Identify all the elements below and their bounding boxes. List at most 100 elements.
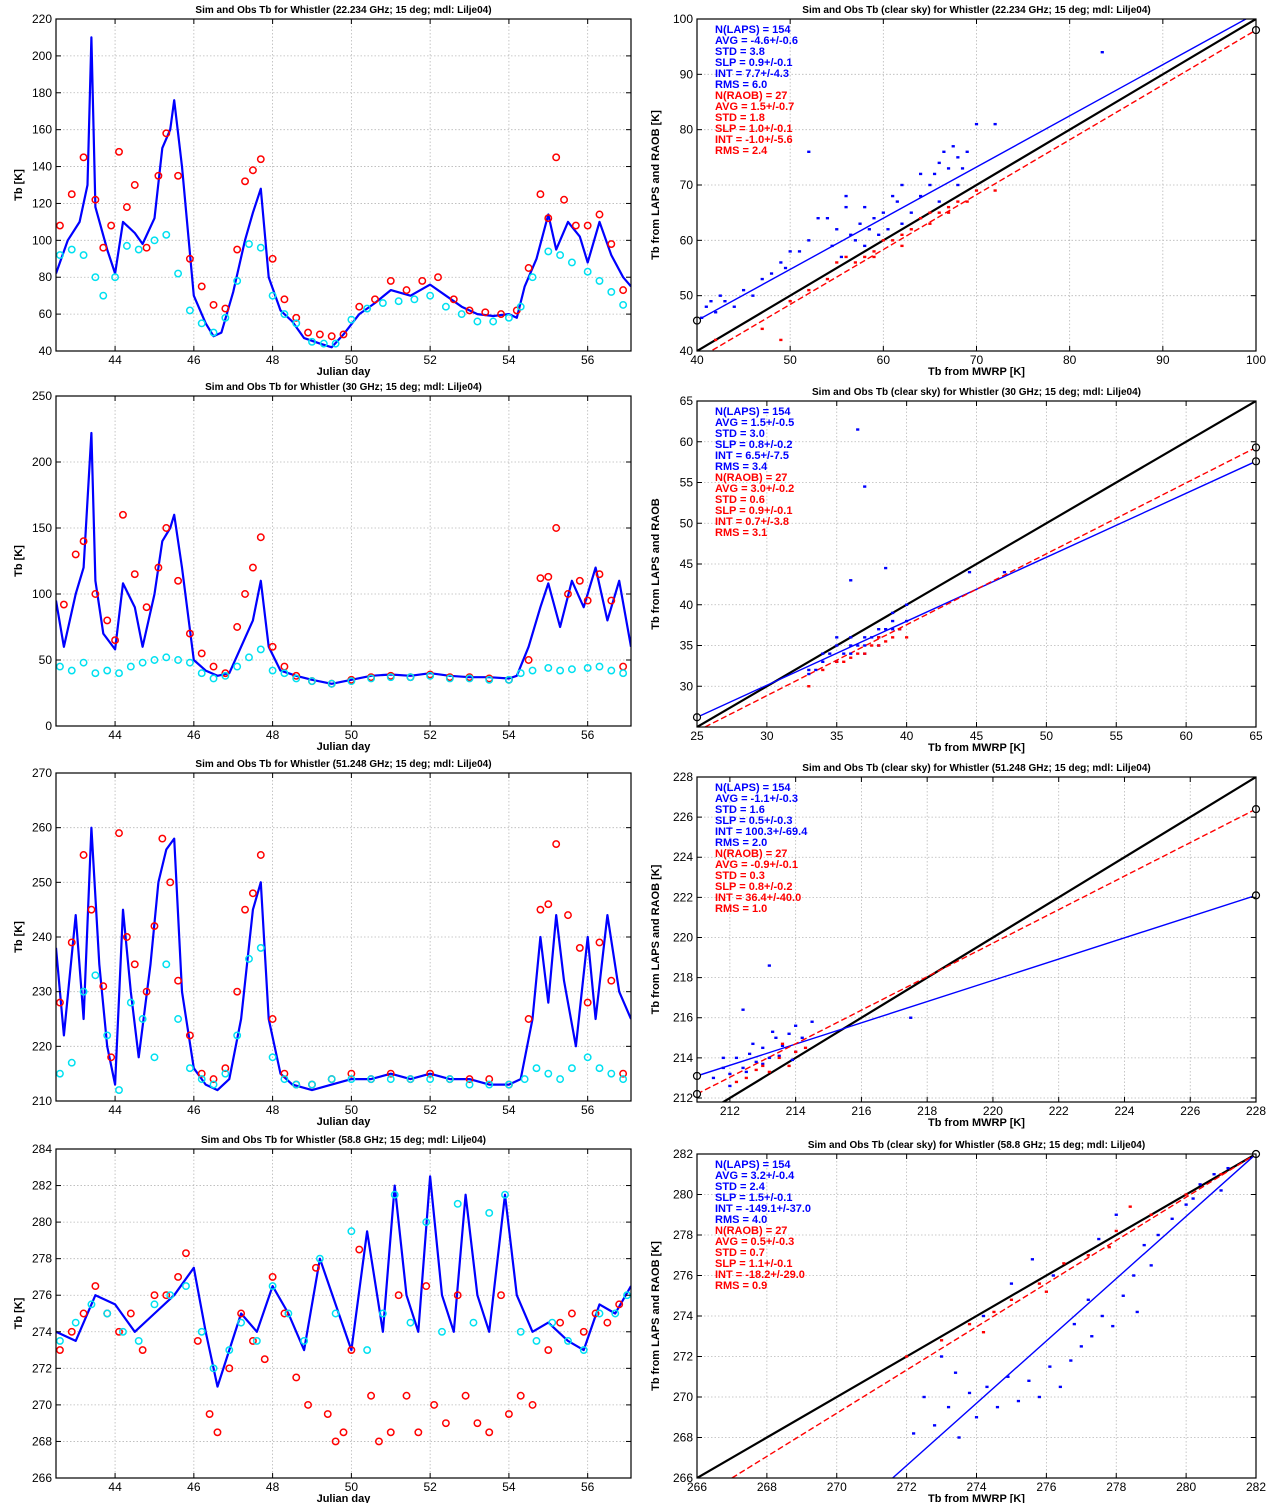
raob-point — [221, 1064, 230, 1073]
obs-point — [347, 1227, 356, 1236]
raob-stat-line: N(RAOB) = 27 — [715, 472, 787, 484]
obs-point — [378, 1309, 387, 1318]
raob-point — [386, 1428, 395, 1437]
raob-point — [872, 250, 876, 253]
laps-point — [704, 305, 708, 308]
raob-point — [788, 300, 792, 303]
laps-point — [723, 300, 727, 303]
raob-point — [107, 1053, 116, 1062]
raob-point — [280, 1069, 289, 1078]
obs-point — [256, 645, 265, 654]
laps-point — [741, 1008, 745, 1011]
raob-fit-line — [703, 446, 1256, 727]
raob-point — [615, 1300, 624, 1309]
raob-stat-line: RMS = 3.1 — [715, 527, 767, 539]
obs-point — [607, 288, 616, 296]
obs-point — [567, 258, 576, 267]
raob-point — [304, 328, 313, 337]
laps-stat-line: INT = 7.7+/-4.3 — [715, 68, 789, 80]
laps-point — [891, 611, 895, 615]
raob-point — [59, 600, 68, 609]
raob-point — [248, 1336, 257, 1345]
obs-point — [528, 666, 537, 675]
laps-point — [967, 1391, 972, 1395]
laps-point — [741, 288, 746, 292]
raob-point — [107, 221, 116, 230]
raob-point — [418, 276, 427, 285]
laps-point — [767, 1056, 771, 1060]
one-to-one-line — [721, 777, 1256, 1102]
laps-point — [937, 200, 941, 203]
laps-point — [714, 311, 718, 314]
laps-point — [807, 668, 811, 672]
raob-point — [607, 240, 616, 248]
obs-point — [245, 240, 253, 248]
obs-point — [611, 1309, 620, 1318]
raob-point — [881, 239, 885, 242]
raob-point — [1107, 1245, 1111, 1249]
obs-point — [91, 971, 100, 980]
y-tick-label: 40 — [39, 344, 53, 358]
y-tick-label: 228 — [673, 770, 693, 784]
raob-point — [744, 1076, 748, 1080]
laps-point — [734, 1056, 739, 1060]
y-tick-label: 250 — [32, 389, 52, 403]
raob-point — [844, 255, 848, 259]
laps-stat-line: SLP = 0.5+/-0.3 — [715, 815, 792, 827]
raob-point — [115, 1327, 123, 1336]
raob-point — [233, 623, 242, 631]
raob-point — [946, 211, 951, 214]
obs-point — [122, 241, 131, 250]
laps-point — [1048, 1365, 1052, 1368]
plot-area — [56, 19, 631, 351]
raob-point — [174, 576, 183, 585]
laps-point — [1009, 1282, 1014, 1285]
laps-point — [1142, 1243, 1146, 1247]
raob-point — [564, 911, 572, 920]
data-layer — [56, 36, 631, 349]
raob-point — [794, 1050, 798, 1054]
obs-point — [150, 1300, 159, 1309]
obs-point — [347, 1075, 356, 1084]
raob-point — [268, 642, 277, 651]
laps-point — [946, 1405, 951, 1409]
raob-point — [974, 189, 979, 192]
y-tick-label: 220 — [32, 12, 52, 26]
obs-point — [185, 658, 194, 667]
laps-point — [771, 1030, 775, 1033]
raob-point — [1086, 1254, 1090, 1257]
obs-point — [441, 302, 450, 311]
laps-point — [835, 636, 839, 639]
raob-point — [497, 1291, 505, 1300]
laps-point — [967, 570, 972, 574]
x-tick-label: 56 — [581, 353, 595, 367]
raob-point — [233, 987, 242, 996]
raob-point — [158, 834, 167, 843]
obs-point — [284, 1309, 293, 1318]
raob-point — [115, 147, 123, 156]
raob-point — [71, 550, 80, 559]
raob-point — [347, 1346, 356, 1355]
laps-point — [760, 277, 764, 281]
obs-point — [162, 653, 171, 662]
obs-point — [331, 339, 340, 348]
plot-area — [56, 396, 631, 726]
obs-point — [162, 230, 171, 239]
raob-point — [315, 330, 324, 339]
raob-point — [426, 1069, 435, 1078]
raob-point — [937, 211, 941, 214]
x-tick-label: 52 — [423, 728, 437, 742]
x-tick-label: 44 — [108, 728, 122, 742]
x-tick-label: 55 — [1110, 729, 1124, 743]
obs-point — [103, 1031, 112, 1040]
obs-point — [111, 273, 120, 282]
obs-point — [300, 1336, 309, 1345]
raob-point — [714, 338, 718, 342]
one-to-one-line — [697, 19, 1256, 351]
y-axis-label: Tb from LAPS and RAOB [K] — [650, 864, 662, 1014]
raob-point — [197, 282, 206, 291]
obs-point — [422, 1218, 431, 1227]
y-tick-label: 60 — [39, 307, 53, 321]
y-tick-label: 272 — [32, 1361, 52, 1375]
